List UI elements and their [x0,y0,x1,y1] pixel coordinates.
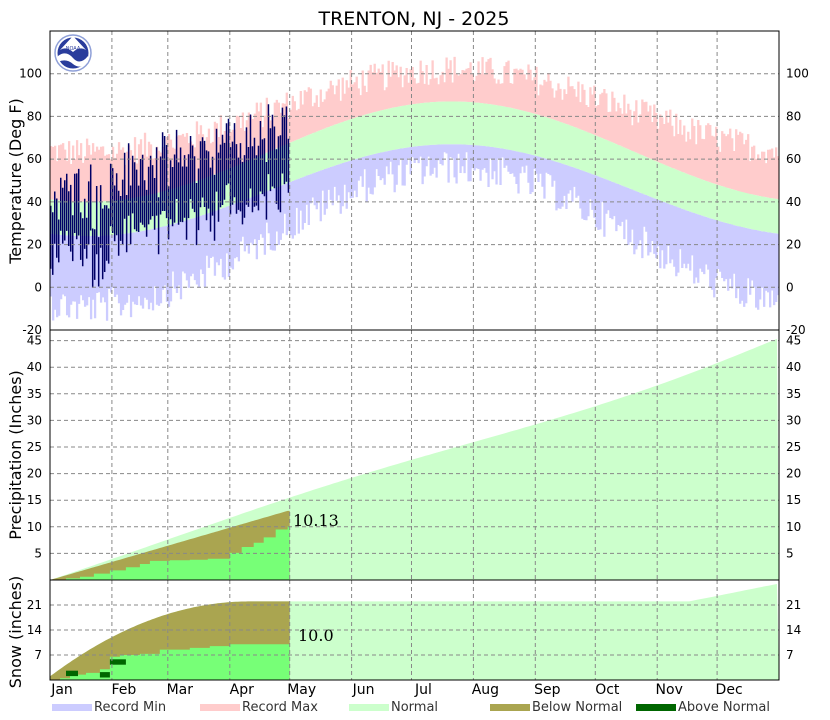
month-axis: Jan Feb Mar Apr May Jun Jul Aug Sep Oct Nov Dec [50,682,742,698]
precipitation-panel: 5 5 10 10 15 15 20 20 25 25 30 30 35 35 40 40 45 45 10.13 [27,330,801,580]
precip-normal-area [50,338,779,580]
y-tick-label: 14 [27,623,42,637]
y-tick-label-right: 15 [786,493,801,507]
y-tick-label-right: 10 [786,520,801,534]
month-label: Jan [50,682,73,698]
y-tick-label-right: 35 [786,387,801,401]
y-tick-label-right: -20 [786,323,806,337]
month-label: Oct [595,682,620,698]
y-tick-label: 100 [19,67,42,81]
y-tick-label: 0 [34,280,42,294]
legend-swatch [636,704,676,711]
y-tick-label: 25 [27,440,42,454]
y-tick-label-right: 80 [786,109,801,123]
legend-label: Above Normal [678,700,770,715]
snow-panel: 7 7 14 14 21 21 10.0 [27,580,801,680]
precip-observed-area [50,526,290,580]
y-tick-label-right: 5 [786,546,794,560]
y-tick-label: 60 [27,152,42,166]
month-label: Jul [414,682,432,698]
legend-label: Normal [391,700,438,715]
y-tick-label-right: 21 [786,598,801,612]
record-min-band [50,144,780,321]
legend-swatch [52,704,92,711]
y-tick-label-right: 100 [786,67,809,81]
y-tick-label: 20 [27,467,42,481]
legend-label: Below Normal [532,700,622,715]
month-label: May [287,682,316,698]
y-tick-label: 45 [27,334,42,348]
chart-title: TRENTON, NJ - 2025 [318,8,510,30]
snow-above-normal-mark [66,670,78,677]
month-label: Jun [352,682,375,698]
y-tick-label-right: 40 [786,195,801,209]
noaa-logo: NOAA [54,34,92,72]
y-tick-label: 80 [27,109,42,123]
y-tick-label-right: 45 [786,334,801,348]
legend-swatch [349,704,389,711]
snow-observed-label: 10.0 [298,626,334,645]
y-tick-label: 40 [27,195,42,209]
snow-above-normal-mark [109,659,126,665]
month-label: Dec [716,682,743,698]
precipitation-axis-label: Precipitation (Inches) [6,370,25,540]
svg-text:NOAA: NOAA [66,46,81,52]
chart-frame [49,30,780,681]
y-tick-label-right: 60 [786,152,801,166]
y-tick-label-right: 30 [786,413,801,427]
snow-axis-label: Snow (inches) [6,576,25,688]
legend-label: Record Max [242,700,318,715]
y-tick-label: 30 [27,413,42,427]
legend: Record Min Record Max Normal Below Normal Ab… [52,700,770,715]
y-tick-label-right: 25 [786,440,801,454]
y-tick-label-right: 20 [786,238,801,252]
temperature-panel: 0 0 20 20 40 40 60 60 80 80 100 100 -20 -20 [19,31,809,337]
y-tick-label: 15 [27,493,42,507]
y-tick-label: 5 [34,546,42,560]
y-tick-label: 10 [27,520,42,534]
y-tick-label-right: 20 [786,467,801,481]
month-label: Feb [112,682,137,698]
y-tick-label: 21 [27,598,42,612]
y-tick-label: 7 [34,648,42,662]
legend-label: Record Min [94,700,166,715]
month-label: Apr [230,682,254,698]
y-tick-label-right: 14 [786,623,801,637]
y-tick-label-right: 0 [786,280,794,294]
y-tick-label: 40 [27,360,42,374]
legend-swatch [490,704,530,711]
month-label: Aug [472,682,499,698]
month-label: Nov [656,682,683,698]
temperature-axis-label: Temperature (Deg F) [6,98,25,265]
month-label: Sep [534,682,561,698]
y-tick-label: 35 [27,387,42,401]
precip-observed-label: 10.13 [293,511,339,530]
y-tick-label: 20 [27,238,42,252]
y-tick-label: -20 [22,323,42,337]
legend-swatch [200,704,240,711]
y-tick-label-right: 7 [786,648,794,662]
y-tick-label-right: 40 [786,360,801,374]
snow-above-normal-mark [99,672,110,678]
month-label: Mar [167,682,194,698]
